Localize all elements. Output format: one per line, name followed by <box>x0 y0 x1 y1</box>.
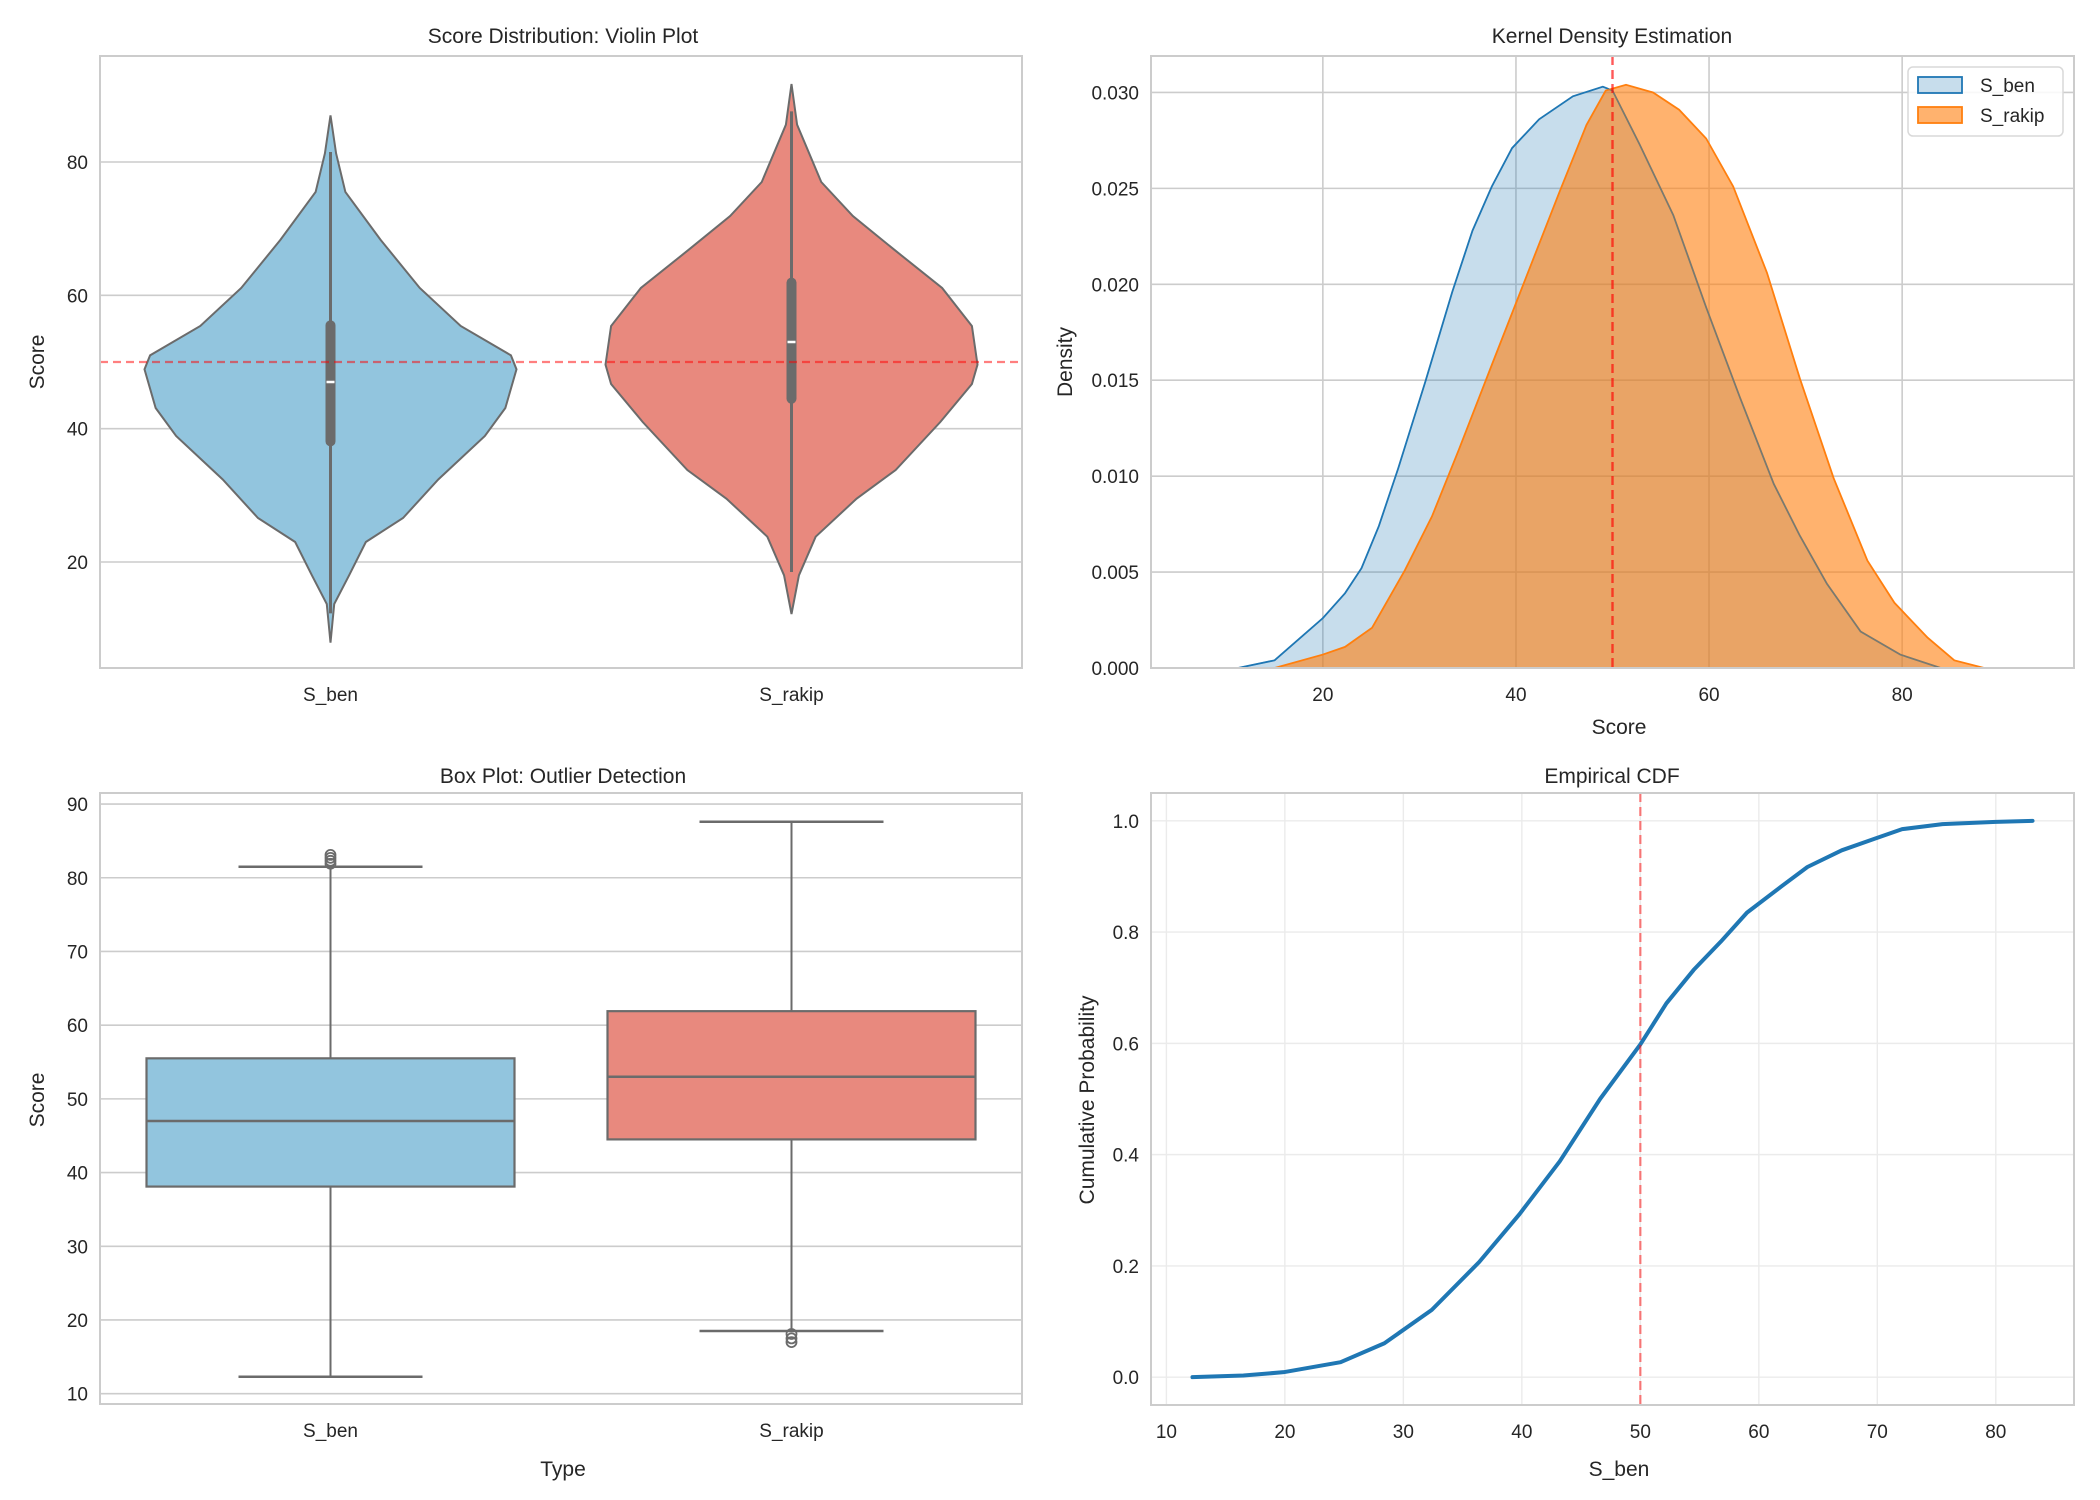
ecdf-y-tick-label: 0.8 <box>1113 923 1139 944</box>
legend-swatch-s-ben <box>1917 76 1963 94</box>
box-axes-frame <box>99 792 1023 1405</box>
ecdf-title: Empirical CDF <box>1544 765 1679 788</box>
box-outlier-s-rakip <box>785 1336 798 1348</box>
violin-plot-panel: Score Distribution: Violin Plot Score 20… <box>26 25 1023 706</box>
kde-x-tick-label: 20 <box>1312 685 1333 706</box>
legend-label-s-ben: S_ben <box>1980 76 2035 97</box>
ecdf-x-tick-label: 80 <box>1985 1422 2006 1443</box>
kde-x-tick-label: 60 <box>1698 685 1719 706</box>
kde-y-tick-label: 0.010 <box>1091 467 1139 488</box>
box-y-tick-label: 40 <box>67 1164 88 1185</box>
ecdf-y-axis-label: Cumulative Probability <box>1076 995 1099 1204</box>
ecdf-x-tick-label: 70 <box>1867 1422 1888 1443</box>
kde-y-tick-label: 0.015 <box>1091 371 1139 392</box>
kde-legend: S_ben S_rakip <box>1907 66 2064 137</box>
box-plot-panel: Box Plot: Outlier Detection Score Type 1… <box>26 765 1023 1481</box>
ecdf-x-tick-label: 10 <box>1156 1422 1177 1443</box>
ecdf-x-tick-label: 60 <box>1748 1422 1769 1443</box>
legend-label-s-rakip: S_rakip <box>1980 106 2044 127</box>
violin-x-tick-label: S_rakip <box>759 685 823 706</box>
violin-x-tick-label: S_ben <box>303 685 358 706</box>
box-x-axis-label: Type <box>540 1458 586 1481</box>
kde-x-tick-label: 40 <box>1505 685 1526 706</box>
kde-title: Kernel Density Estimation <box>1492 25 1732 48</box>
ecdf-axes-frame <box>1150 792 2075 1406</box>
kde-plot-panel: Kernel Density Estimation Density Score … <box>1054 25 2075 739</box>
box-y-tick-label: 50 <box>67 1090 88 1111</box>
violin-y-tick-label: 20 <box>67 553 88 574</box>
box-x-tick-label: S_rakip <box>759 1421 823 1442</box>
ecdf-y-tick-label: 0.2 <box>1113 1257 1139 1278</box>
legend-swatch-s-rakip <box>1917 106 1963 124</box>
box-outlier-s-ben <box>324 849 337 861</box>
kde-x-tick-label: 80 <box>1892 685 1913 706</box>
kde-line-s-ben-overlay <box>1237 85 1941 669</box>
violin-y-tick-label: 40 <box>67 420 88 441</box>
ecdf-x-tick-label: 20 <box>1274 1422 1295 1443</box>
box-title: Box Plot: Outlier Detection <box>440 765 686 788</box>
box-y-tick-label: 90 <box>67 795 88 816</box>
box-y-tick-label: 80 <box>67 869 88 890</box>
ecdf-plot-panel: Empirical CDF Cumulative Probability S_b… <box>1076 765 2075 1481</box>
kde-axes-frame <box>1150 55 2075 669</box>
box-outlier-s-rakip <box>785 1332 798 1345</box>
ecdf-x-tick-label: 30 <box>1393 1422 1414 1443</box>
box-iqr-s-rakip <box>606 1010 977 1141</box>
ecdf-y-tick-label: 0.0 <box>1113 1368 1139 1389</box>
kde-y-axis-label: Density <box>1054 326 1077 397</box>
kde-area-s-rakip <box>1274 84 1985 669</box>
kde-line-s-rakip <box>1274 83 1985 669</box>
box-iqr-s-ben <box>145 1057 516 1188</box>
box-y-tick-label: 70 <box>67 942 88 963</box>
violin-y-tick-label: 80 <box>67 153 88 174</box>
ecdf-x-axis-label: S_ben <box>1589 1458 1650 1481</box>
violin-y-tick-label: 60 <box>67 286 88 307</box>
violin-title: Score Distribution: Violin Plot <box>428 25 699 48</box>
kde-y-tick-label: 0.020 <box>1091 275 1139 296</box>
violin-axes-frame <box>99 55 1023 669</box>
box-y-axis-label: Score <box>26 1073 49 1128</box>
box-y-tick-label: 10 <box>67 1385 88 1406</box>
box-y-tick-label: 20 <box>67 1311 88 1332</box>
kde-x-axis-label: Score <box>1592 716 1647 739</box>
ecdf-x-tick-label: 50 <box>1630 1422 1651 1443</box>
kde-y-tick-label: 0.005 <box>1091 563 1139 584</box>
box-y-tick-label: 60 <box>67 1016 88 1037</box>
ecdf-line-s-ben <box>1190 818 2035 1380</box>
kde-y-tick-label: 0.030 <box>1091 83 1139 104</box>
box-outlier-s-rakip <box>785 1328 798 1340</box>
kde-y-tick-label: 0.000 <box>1091 659 1139 680</box>
ecdf-y-tick-label: 0.6 <box>1113 1034 1139 1055</box>
violin-y-axis-label: Score <box>26 335 49 390</box>
box-y-tick-label: 30 <box>67 1237 88 1258</box>
box-x-tick-label: S_ben <box>303 1421 358 1442</box>
ecdf-y-tick-label: 0.4 <box>1113 1146 1140 1167</box>
ecdf-x-tick-label: 40 <box>1511 1422 1532 1443</box>
ecdf-y-tick-label: 1.0 <box>1113 812 1139 833</box>
kde-y-tick-label: 0.025 <box>1091 179 1139 200</box>
